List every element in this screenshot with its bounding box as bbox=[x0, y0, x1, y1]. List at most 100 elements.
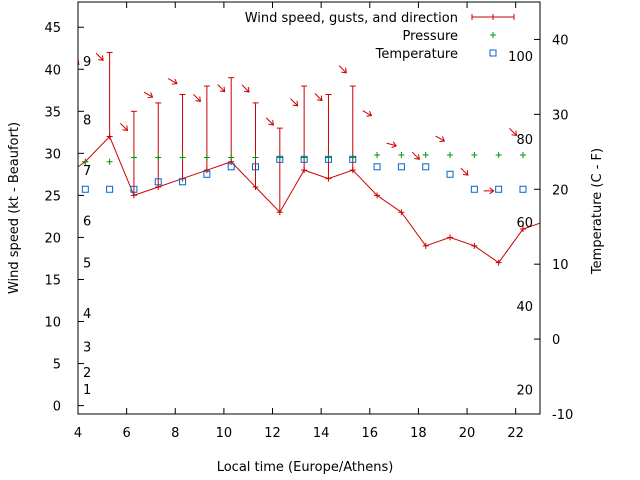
pressure-point bbox=[82, 158, 89, 165]
wind-speed-point bbox=[374, 192, 381, 199]
y-tick-label: 15 bbox=[44, 273, 61, 288]
wind-direction-arrow bbox=[411, 151, 420, 160]
wind-speed-point bbox=[58, 176, 64, 182]
wind-direction-arrow bbox=[314, 93, 323, 102]
temperature-point bbox=[397, 163, 405, 171]
wind-direction-arrow bbox=[241, 84, 250, 93]
wind-direction-arrow bbox=[483, 187, 495, 195]
y2-tick-label: -10 bbox=[552, 408, 573, 423]
wind-direction-arrow bbox=[509, 128, 518, 137]
wind-speed-point bbox=[471, 242, 478, 249]
y-tick-label: 0 bbox=[53, 400, 61, 415]
y2-tick-label: 40 bbox=[552, 33, 569, 48]
legend-label: Wind speed, gusts, and direction bbox=[245, 11, 458, 26]
temperature-point bbox=[203, 170, 211, 178]
temperature-point bbox=[470, 185, 478, 193]
legend-swatch bbox=[490, 32, 496, 38]
pressure-point bbox=[252, 154, 259, 161]
beaufort-label: 7 bbox=[83, 164, 91, 179]
pressure-point bbox=[349, 154, 356, 161]
beaufort-label: 9 bbox=[83, 55, 91, 70]
y2-tick-label: 10 bbox=[552, 258, 569, 273]
y-tick-label: 5 bbox=[53, 358, 61, 373]
temperature-point bbox=[106, 185, 114, 193]
pressure-point bbox=[422, 152, 429, 159]
x-axis-label: Local time (Europe/Athens) bbox=[217, 460, 394, 475]
wind-speed-point bbox=[130, 192, 137, 199]
wind-speed-point bbox=[398, 209, 405, 216]
wind-direction-arrow bbox=[460, 167, 469, 176]
y-tick-label: 30 bbox=[44, 147, 61, 162]
wind-direction-arrow bbox=[386, 141, 398, 149]
pressure-point bbox=[519, 152, 526, 159]
wind-direction-arrow bbox=[435, 135, 446, 143]
pressure-point bbox=[155, 154, 162, 161]
pressure-point bbox=[179, 154, 186, 161]
beaufort-label: 6 bbox=[83, 215, 91, 230]
wind-direction-arrow bbox=[95, 52, 104, 61]
temperature-point bbox=[130, 185, 138, 193]
x-tick-label: 22 bbox=[507, 426, 524, 441]
x-tick-label: 6 bbox=[122, 426, 130, 441]
wind-speed-point bbox=[519, 226, 526, 233]
pressure-point bbox=[301, 154, 308, 161]
fahrenheit-label: 100 bbox=[508, 50, 533, 65]
temperature-point bbox=[227, 163, 235, 171]
wind-direction-arrow bbox=[120, 122, 129, 131]
x-tick-label: 8 bbox=[171, 426, 179, 441]
temperature-point bbox=[495, 185, 503, 193]
pressure-point bbox=[106, 158, 113, 165]
pressure-point bbox=[374, 152, 381, 159]
temperature-point bbox=[446, 170, 454, 178]
wind-speed-point bbox=[349, 167, 356, 174]
wind-speed-point bbox=[301, 167, 308, 174]
temperature-point bbox=[179, 178, 187, 186]
wind-speed-point bbox=[203, 167, 210, 174]
beaufort-label: 4 bbox=[83, 307, 91, 322]
wind-speed-point bbox=[447, 234, 454, 241]
wind-direction-arrow bbox=[338, 65, 347, 74]
y-tick-label: 10 bbox=[44, 316, 61, 331]
legend-label: Temperature bbox=[375, 47, 458, 62]
x-tick-label: 20 bbox=[459, 426, 476, 441]
y2-tick-label: 20 bbox=[552, 183, 569, 198]
x-tick-label: 4 bbox=[74, 426, 82, 441]
beaufort-label: 5 bbox=[83, 257, 91, 272]
pressure-point bbox=[325, 154, 332, 161]
pressure-point bbox=[447, 152, 454, 159]
pressure-point bbox=[495, 152, 502, 159]
pressure-point bbox=[398, 152, 405, 159]
fahrenheit-label: 80 bbox=[516, 133, 533, 148]
legend-label: Pressure bbox=[402, 29, 458, 44]
x-tick-label: 12 bbox=[264, 426, 281, 441]
legend: Wind speed, gusts, and direction Pressure… bbox=[245, 11, 515, 62]
temperature-point bbox=[276, 155, 284, 163]
wind-direction-arrow bbox=[192, 93, 201, 102]
x-tick-label: 18 bbox=[410, 426, 427, 441]
y-tick-label: 45 bbox=[44, 21, 61, 36]
beaufort-label: 2 bbox=[83, 366, 91, 381]
temperature-point bbox=[324, 155, 332, 163]
x-tick-label: 10 bbox=[216, 426, 233, 441]
y2-tick-label: 30 bbox=[552, 108, 569, 123]
temperature-point bbox=[373, 163, 381, 171]
temperature-point bbox=[252, 163, 260, 171]
wind-speed-point bbox=[276, 209, 283, 216]
x-tick-label: 16 bbox=[362, 426, 379, 441]
temperature-point bbox=[81, 185, 89, 193]
y2-tick-label: 0 bbox=[552, 333, 560, 348]
pressure-point bbox=[276, 154, 283, 161]
legend-swatch bbox=[489, 49, 497, 57]
beaufort-label: 1 bbox=[83, 383, 91, 398]
pressure-point bbox=[203, 154, 210, 161]
beaufort-label: 3 bbox=[83, 341, 91, 356]
y-tick-label: 40 bbox=[44, 63, 61, 78]
wind-direction-arrow bbox=[265, 117, 274, 126]
temperature-point bbox=[154, 178, 162, 186]
y-tick-label: 20 bbox=[44, 231, 61, 246]
wind-direction-arrow bbox=[143, 91, 154, 99]
axis-ticks: 4 6 8 10 12 14 16 18 20 22051015202530354045-1001… bbox=[44, 2, 573, 441]
pressure-point bbox=[228, 154, 235, 161]
temperature-point bbox=[422, 163, 430, 171]
